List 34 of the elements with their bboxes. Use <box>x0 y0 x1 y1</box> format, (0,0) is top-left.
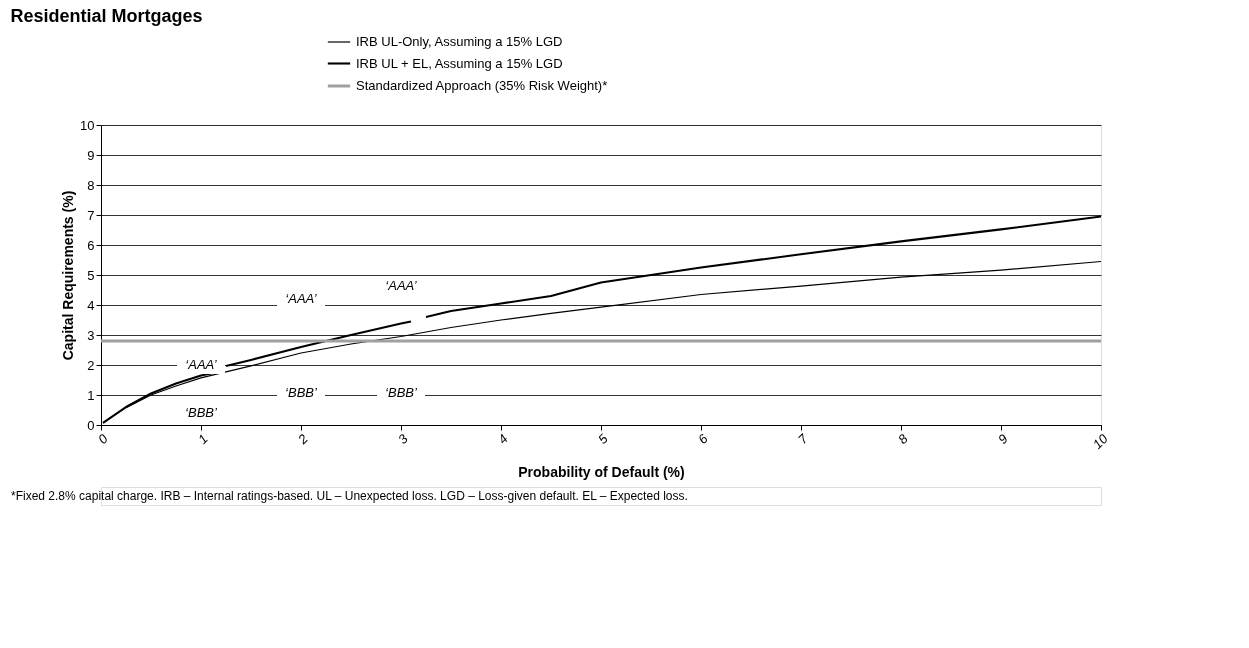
x-tick-label: 8 <box>894 430 912 447</box>
y-tick-label: 1 <box>87 387 95 403</box>
annotation: ‘AAA’ <box>185 357 218 372</box>
x-tick-label: 3 <box>394 430 412 447</box>
y-tick-label: 8 <box>87 177 95 193</box>
legend-label: Standardized Approach (35% Risk Weight)* <box>356 78 608 93</box>
annotation: ‘BBB’ <box>385 385 418 400</box>
legend-label: IRB UL-Only, Assuming a 15% LGD <box>356 34 563 49</box>
annotation: ‘AAA’ <box>285 291 318 306</box>
x-tick-label: 7 <box>794 430 812 447</box>
x-tick-label: 6 <box>694 430 712 447</box>
annotation: ‘BBB’ <box>285 385 318 400</box>
y-tick-label: 6 <box>87 237 95 253</box>
x-tick-label: 1 <box>194 431 211 447</box>
legend-label: IRB UL + EL, Assuming a 15% LGD <box>356 55 563 71</box>
x-axis-title: Probability of Default (%) <box>518 463 685 480</box>
x-tick-label: 5 <box>594 430 612 447</box>
x-tick-label: 10 <box>1089 430 1112 452</box>
y-tick-label: 2 <box>87 357 95 373</box>
y-tick-label: 4 <box>87 297 95 313</box>
y-tick-label: 9 <box>87 147 95 163</box>
annotation: ‘BBB’ <box>185 405 218 420</box>
chart-title: Residential Mortgages <box>10 6 203 26</box>
annotation: ‘AAA’ <box>385 278 418 293</box>
text: *Fixed 2.8% capital charge. IRB – Internal ratings-based. UL – Unexpected loss. LGD – Loss-given default. EL – Expected loss. <box>11 489 688 503</box>
y-tick-label: 7 <box>87 207 95 223</box>
x-tick-label: 4 <box>494 431 511 447</box>
y-tick-label: 10 <box>80 117 95 133</box>
x-tick-label: 2 <box>294 430 312 448</box>
y-tick-label: 5 <box>87 267 95 283</box>
y-tick-label: 0 <box>87 417 95 433</box>
x-tick-label: 9 <box>994 431 1011 447</box>
y-tick-label: 3 <box>87 327 95 343</box>
y-axis-title: Capital Requirements (%) <box>60 190 77 361</box>
